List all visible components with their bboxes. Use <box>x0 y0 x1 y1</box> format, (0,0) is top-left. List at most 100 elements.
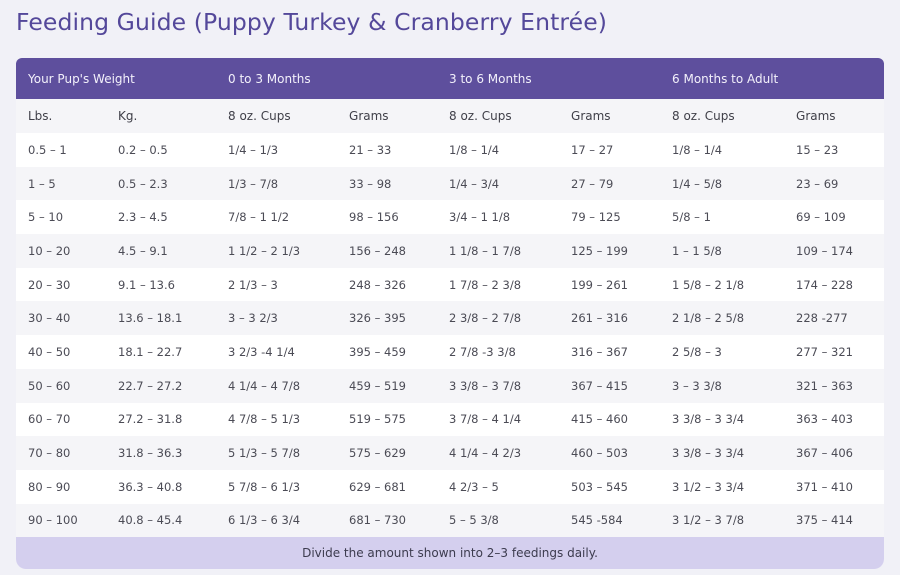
cell-kg: 4.5 – 9.1 <box>118 243 168 258</box>
cell-cups-3-6: 3 3/8 – 3 7/8 <box>449 378 522 393</box>
cell-grams-6-adult: 363 – 403 <box>796 412 853 427</box>
sub-header-cups: 8 oz. Cups <box>449 109 512 123</box>
cell-lbs: 1 – 5 <box>28 176 56 191</box>
cell-cups-3-6: 2 3/8 – 2 7/8 <box>449 311 522 326</box>
cell-cups-3-6: 4 1/4 – 4 2/3 <box>449 446 522 461</box>
sub-header-lbs: Lbs. <box>28 109 53 123</box>
cell-grams-0-3: 395 – 459 <box>349 344 406 359</box>
cell-grams-3-6: 261 – 316 <box>571 311 628 326</box>
cell-grams-0-3: 459 – 519 <box>349 378 406 393</box>
table-row: 10 – 20 4.5 – 9.1 1 1/2 – 2 1/3 156 – 248 1 … <box>16 234 884 268</box>
header-6-months-adult: 6 Months to Adult <box>672 71 779 86</box>
cell-cups-3-6: 3/4 – 1 1/8 <box>449 210 511 225</box>
cell-kg: 0.2 – 0.5 <box>118 142 168 157</box>
group-header-row: Your Pup's Weight 0 to 3 Months 3 to 6 M… <box>16 58 884 99</box>
table-row: 20 – 30 9.1 – 13.6 2 1/3 – 3 248 – 326 1 7/8… <box>16 267 884 302</box>
cell-cups-0-3: 1/3 – 7/8 <box>228 176 279 191</box>
cell-grams-3-6: 503 – 545 <box>571 479 628 494</box>
cell-cups-0-3: 4 1/4 – 4 7/8 <box>228 378 301 393</box>
cell-grams-3-6: 17 – 27 <box>571 142 614 157</box>
cell-grams-3-6: 316 – 367 <box>571 344 628 359</box>
cell-cups-3-6: 1/4 – 3/4 <box>449 176 500 191</box>
cell-cups-6-adult: 3 1/2 – 3 7/8 <box>672 513 745 528</box>
cell-kg: 2.3 – 4.5 <box>118 210 168 225</box>
cell-grams-6-adult: 109 – 174 <box>796 243 853 258</box>
cell-cups-6-adult: 3 3/8 – 3 3/4 <box>672 412 745 427</box>
table-body: 0.5 – 1 0.2 – 0.5 1/4 – 1/3 21 – 33 1/8 – 1/… <box>16 133 884 538</box>
cell-grams-0-3: 681 – 730 <box>349 513 406 528</box>
table-row: 0.5 – 1 0.2 – 0.5 1/4 – 1/3 21 – 33 1/8 – 1/… <box>16 133 884 167</box>
cell-grams-6-adult: 228 -277 <box>796 311 848 326</box>
cell-kg: 18.1 – 22.7 <box>118 344 183 359</box>
sub-header-kg: Kg. <box>118 109 138 123</box>
header-weight: Your Pup's Weight <box>28 71 135 86</box>
cell-grams-3-6: 460 – 503 <box>571 446 628 461</box>
cell-cups-0-3: 6 1/3 – 6 3/4 <box>228 513 301 528</box>
header-3-6-months: 3 to 6 Months <box>449 71 532 86</box>
cell-cups-0-3: 5 7/8 – 6 1/3 <box>228 479 301 494</box>
cell-kg: 22.7 – 27.2 <box>118 378 183 393</box>
cell-cups-6-adult: 2 1/8 – 2 5/8 <box>672 311 745 326</box>
cell-cups-6-adult: 3 3/8 – 3 3/4 <box>672 446 745 461</box>
cell-grams-6-adult: 375 – 414 <box>796 513 853 528</box>
table-row: 60 – 70 27.2 – 31.8 4 7/8 – 5 1/3 519 – 575… <box>16 402 884 437</box>
cell-cups-3-6: 1/8 – 1/4 <box>449 142 500 157</box>
cell-kg: 0.5 – 2.3 <box>118 176 168 191</box>
cell-cups-6-adult: 1 5/8 – 2 1/8 <box>672 277 745 292</box>
sub-header-grams: Grams <box>796 109 836 123</box>
cell-lbs: 80 – 90 <box>28 479 71 494</box>
cell-grams-0-3: 629 – 681 <box>349 479 406 494</box>
cell-cups-0-3: 4 7/8 – 5 1/3 <box>228 412 301 427</box>
cell-grams-6-adult: 277 – 321 <box>796 344 853 359</box>
cell-grams-0-3: 326 – 395 <box>349 311 406 326</box>
table-row: 70 – 80 31.8 – 36.3 5 1/3 – 5 7/8 575 – 629… <box>16 436 884 470</box>
cell-cups-0-3: 1 1/2 – 2 1/3 <box>228 243 301 258</box>
cell-kg: 31.8 – 36.3 <box>118 446 183 461</box>
cell-grams-0-3: 156 – 248 <box>349 243 406 258</box>
cell-grams-6-adult: 321 – 363 <box>796 378 853 393</box>
cell-kg: 9.1 – 13.6 <box>118 277 175 292</box>
table-row: 80 – 90 36.3 – 40.8 5 7/8 – 6 1/3 629 – 681… <box>16 469 884 504</box>
cell-cups-3-6: 1 7/8 – 2 3/8 <box>449 277 522 292</box>
cell-cups-0-3: 5 1/3 – 5 7/8 <box>228 446 301 461</box>
cell-cups-3-6: 5 – 5 3/8 <box>449 513 499 528</box>
table-row: 30 – 40 13.6 – 18.1 3 – 3 2/3 326 – 395 2 3/… <box>16 301 884 336</box>
cell-grams-3-6: 27 – 79 <box>571 176 614 191</box>
sub-header-cups: 8 oz. Cups <box>228 109 291 123</box>
cell-cups-6-adult: 3 1/2 – 3 3/4 <box>672 479 745 494</box>
cell-lbs: 60 – 70 <box>28 412 71 427</box>
cell-lbs: 5 – 10 <box>28 210 64 225</box>
cell-cups-3-6: 3 7/8 – 4 1/4 <box>449 412 522 427</box>
cell-cups-0-3: 2 1/3 – 3 <box>228 277 278 292</box>
table-row: 1 – 5 0.5 – 2.3 1/3 – 7/8 33 – 98 1/4 – 3/4 2… <box>16 166 884 201</box>
cell-lbs: 50 – 60 <box>28 378 71 393</box>
cell-lbs: 10 – 20 <box>28 243 71 258</box>
cell-cups-6-adult: 1/4 – 5/8 <box>672 176 723 191</box>
feeding-guide-table: Your Pup's Weight 0 to 3 Months 3 to 6 M… <box>16 58 884 538</box>
sub-header-grams: Grams <box>349 109 389 123</box>
header-0-3-months: 0 to 3 Months <box>228 71 311 86</box>
sub-header-grams: Grams <box>571 109 611 123</box>
cell-kg: 27.2 – 31.8 <box>118 412 183 427</box>
cell-lbs: 20 – 30 <box>28 277 71 292</box>
cell-grams-6-adult: 23 – 69 <box>796 176 839 191</box>
cell-grams-0-3: 21 – 33 <box>349 142 392 157</box>
cell-grams-3-6: 415 – 460 <box>571 412 628 427</box>
cell-lbs: 0.5 – 1 <box>28 142 67 157</box>
cell-grams-3-6: 545 -584 <box>571 513 623 528</box>
table-row: 90 – 100 40.8 – 45.4 6 1/3 – 6 3/4 681 – 73… <box>16 503 884 538</box>
cell-grams-6-adult: 174 – 228 <box>796 277 853 292</box>
cell-cups-6-adult: 5/8 – 1 <box>672 210 711 225</box>
cell-cups-6-adult: 1 – 1 5/8 <box>672 243 722 258</box>
table-row: 50 – 60 22.7 – 27.2 4 1/4 – 4 7/8 459 – 519… <box>16 368 884 403</box>
cell-grams-0-3: 575 – 629 <box>349 446 406 461</box>
cell-lbs: 70 – 80 <box>28 446 71 461</box>
cell-lbs: 40 – 50 <box>28 344 71 359</box>
cell-grams-3-6: 199 – 261 <box>571 277 628 292</box>
page-title: Feeding Guide (Puppy Turkey & Cranberry … <box>16 8 608 36</box>
table-row: 5 – 10 2.3 – 4.5 7/8 – 1 1/2 98 – 156 3/4 – … <box>16 200 884 235</box>
feeding-guide-table-card: Your Pup's Weight 0 to 3 Months 3 to 6 M… <box>16 58 884 570</box>
cell-kg: 13.6 – 18.1 <box>118 311 183 326</box>
cell-cups-6-adult: 3 – 3 3/8 <box>672 378 722 393</box>
cell-cups-3-6: 4 2/3 – 5 <box>449 479 499 494</box>
